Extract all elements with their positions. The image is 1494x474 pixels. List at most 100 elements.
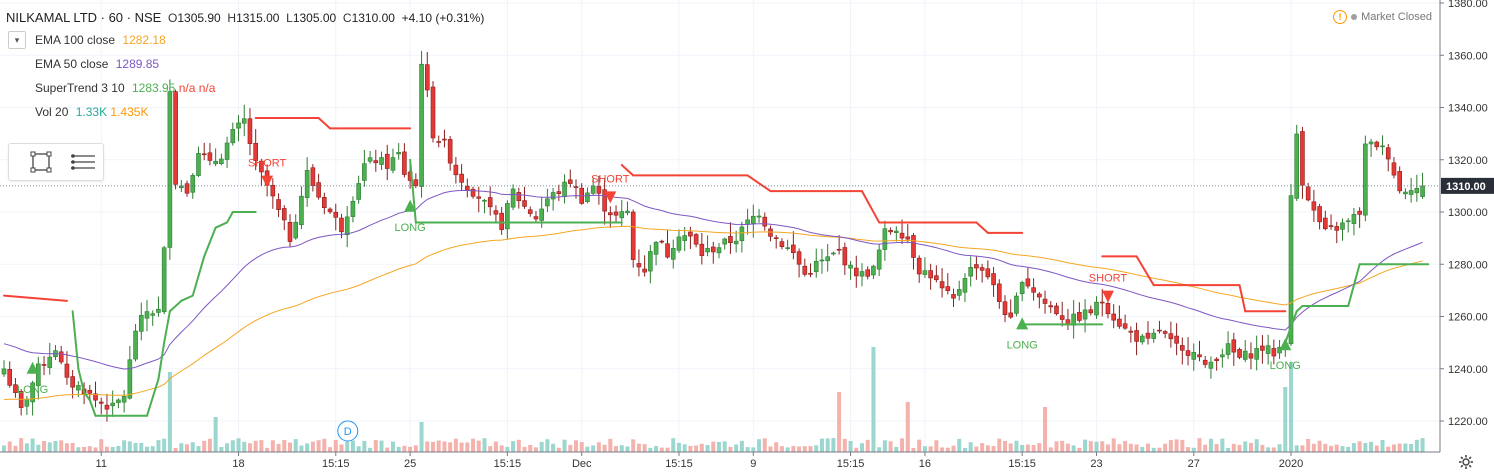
- candle-body: [104, 404, 110, 410]
- volume-bar: [225, 443, 230, 452]
- last-price-label: 1310.00: [1446, 181, 1486, 193]
- candle-body: [1248, 353, 1254, 359]
- volume-bar: [419, 422, 424, 452]
- candle-body: [402, 151, 407, 175]
- volume-bar: [1220, 438, 1225, 452]
- volume-bar: [1414, 439, 1419, 452]
- candle-body: [430, 86, 436, 139]
- volume-bar: [1123, 441, 1128, 452]
- candle-body: [665, 243, 670, 258]
- supertrend-line: [620, 163, 629, 172]
- volume-bar: [247, 443, 252, 452]
- indicator-ema50[interactable]: EMA 50 close 1289.85: [35, 57, 159, 71]
- candle-body: [619, 211, 625, 219]
- candle-body: [384, 153, 390, 169]
- volume-bar: [236, 438, 241, 452]
- indicator-ema100[interactable]: EMA 100 close 1282.18: [35, 33, 166, 47]
- time-axis[interactable]: [0, 452, 1440, 474]
- volume-bar: [642, 444, 647, 452]
- short-label: SHORT: [1089, 273, 1128, 285]
- candle-body: [138, 314, 144, 332]
- candle-body: [522, 200, 527, 207]
- volume-bar: [499, 445, 504, 452]
- candle-body: [1019, 282, 1025, 295]
- indicator-volume[interactable]: Vol 20 1.33K 1.435K: [35, 105, 148, 119]
- volume-bar: [1191, 447, 1196, 452]
- volume-bar: [270, 440, 275, 452]
- volume-bar: [1329, 445, 1334, 452]
- chevron-down-icon[interactable]: ▾: [8, 31, 26, 49]
- candle-body: [482, 199, 487, 202]
- candle-body: [636, 263, 642, 268]
- volume-bar: [242, 441, 247, 452]
- long-label: LONG: [395, 222, 426, 234]
- candle-body: [1220, 354, 1225, 358]
- volume-bar: [882, 440, 887, 452]
- candle-body: [1225, 343, 1231, 355]
- volume-bar: [905, 402, 910, 452]
- volume-bar: [93, 447, 98, 452]
- volume-bar: [36, 444, 41, 452]
- volume-bar: [259, 440, 264, 452]
- price-axis[interactable]: [1440, 0, 1494, 474]
- candle-body: [831, 252, 836, 255]
- candle-body: [1191, 351, 1197, 360]
- time-tick-label: 15:15: [837, 458, 865, 470]
- volume-bar: [1334, 444, 1339, 452]
- candle-body: [270, 184, 276, 197]
- rectangle-tool-icon[interactable]: [29, 150, 53, 174]
- candle-body: [733, 240, 739, 245]
- volume-bar: [734, 444, 739, 452]
- volume-bar: [654, 446, 659, 452]
- volume-bar: [928, 446, 933, 452]
- volume-bar: [1397, 443, 1402, 452]
- warning-icon[interactable]: !: [1333, 10, 1348, 24]
- candle-body: [173, 91, 178, 185]
- candle-body: [116, 399, 121, 403]
- candle-body: [453, 164, 459, 176]
- candle-body: [1037, 293, 1042, 298]
- volume-bar: [1146, 443, 1150, 452]
- candle-body: [985, 268, 991, 278]
- chart-header: NILKAMAL LTD · 60 · NSE O1305.90 H1315.0…: [6, 10, 484, 25]
- candle-body: [1254, 348, 1259, 360]
- short-signal: SHORT: [248, 158, 287, 188]
- indicator-supertrend[interactable]: SuperTrend 3 10 1283.95 n/a n/a: [35, 81, 215, 95]
- candle-body: [956, 289, 962, 296]
- candle-body: [493, 210, 499, 215]
- last-price-badge: [1441, 177, 1494, 194]
- candle-body: [293, 221, 299, 239]
- candle-body: [1031, 287, 1036, 293]
- candle-body: [951, 294, 956, 299]
- symbol-title[interactable]: NILKAMAL LTD · 60 · NSE: [6, 10, 162, 25]
- candle-body: [550, 192, 556, 200]
- indicator-value: 1.33K: [75, 105, 108, 119]
- candle-body: [487, 197, 493, 208]
- volume-bar: [362, 440, 367, 452]
- candle-body: [1025, 278, 1031, 287]
- candle-body: [339, 217, 344, 233]
- price-tick-label: 1320.00: [1448, 155, 1488, 167]
- volume-bar: [757, 439, 762, 452]
- candle-body: [516, 192, 522, 202]
- volume-bar: [310, 441, 315, 452]
- candle-body: [996, 283, 1002, 302]
- close-label: C: [342, 11, 352, 25]
- volume-bar: [339, 444, 344, 452]
- volume-bar: [1311, 443, 1316, 452]
- candle-body: [322, 197, 327, 208]
- menu-lines-icon[interactable]: [69, 150, 97, 174]
- candle-body: [871, 265, 876, 276]
- volume-bar: [539, 441, 544, 452]
- volume-bar: [551, 443, 556, 452]
- dividend-marker[interactable]: D: [337, 420, 359, 442]
- candle-body: [922, 270, 928, 275]
- candle-body: [253, 142, 258, 161]
- short-arrow: [604, 191, 617, 204]
- volume-bar: [30, 438, 35, 452]
- volume-bar: [293, 439, 298, 452]
- gear-icon[interactable]: [1458, 454, 1474, 470]
- candle-body: [41, 364, 47, 366]
- volume-bar: [436, 440, 441, 452]
